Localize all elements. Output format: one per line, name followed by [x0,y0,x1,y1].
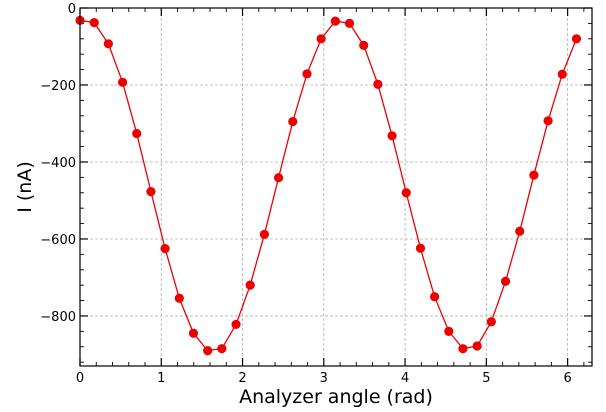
x-tick-label: 3 [320,371,328,386]
x-tick-label: 1 [157,371,165,386]
data-point [273,173,284,183]
plot-frame [79,7,593,367]
data-point [174,293,184,303]
data-point [344,18,355,28]
data-point [472,341,482,351]
data-point [89,18,99,28]
data-point [458,344,468,354]
data-point [132,128,142,139]
data-point [486,317,496,327]
data-point [160,243,170,254]
data-point [146,187,156,197]
data-point [259,229,270,239]
data-point [529,170,539,180]
axis-ticks [79,7,592,366]
data-point [188,328,199,338]
data-point [401,188,411,198]
data-point [302,69,312,79]
data-point [288,116,298,127]
data-point [415,243,426,253]
grid-lines [80,8,592,366]
data-point [373,79,383,89]
x-tick-label: 2 [238,371,246,386]
data-point [500,276,511,286]
tick-labels: 0 1 2 3 4 5 6 0 −200 −400 −600 −800 [40,2,571,386]
x-axis-label: Analyzer angle (rad) [239,386,433,408]
data-point [330,16,340,26]
series-line [79,19,578,352]
data-point [245,280,255,290]
y-tick-label: −600 [40,233,76,248]
x-tick-label: 6 [563,371,571,386]
data-point [515,226,525,236]
x-tick-label: 0 [76,371,84,386]
data-point [217,344,227,354]
y-tick-label: −200 [40,79,76,94]
data-point [117,77,128,87]
series-layer [75,15,582,356]
data-point [571,34,582,44]
data-point [103,39,113,49]
data-point [387,131,397,141]
data-point [203,346,213,356]
data-point [316,34,326,44]
x-tick-label: 4 [401,371,409,386]
data-point [231,319,241,330]
y-tick-label: −800 [40,310,76,325]
data-point [557,69,567,79]
y-tick-label: −400 [40,156,76,171]
y-tick-label: 0 [68,2,76,17]
data-point [543,116,553,126]
y-axis-label: I (nA) [14,161,36,213]
data-point [359,40,369,50]
data-point [444,326,454,336]
data-point [429,292,440,302]
x-tick-label: 5 [482,371,490,386]
